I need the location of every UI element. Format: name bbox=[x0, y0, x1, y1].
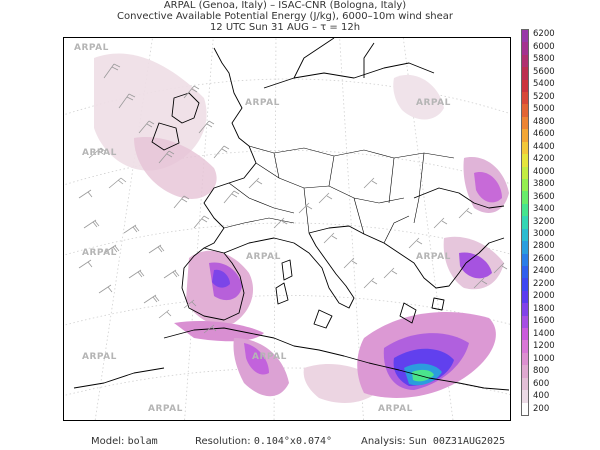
colorbar-tick-label: 5200 bbox=[533, 91, 555, 102]
colorbar-segment bbox=[522, 265, 528, 279]
colorbar-tick-label: 4400 bbox=[533, 141, 555, 152]
header-line-1: ARPAL (Genoa, Italy) – ISAC-CNR (Bologna… bbox=[163, 0, 407, 11]
colorbar-segment bbox=[522, 30, 528, 43]
colorbar-tick-label: 4600 bbox=[533, 129, 555, 140]
colorbar-segment bbox=[522, 191, 528, 204]
colorbar-segment bbox=[522, 328, 528, 341]
footer-resolution: Resolution: 0.104°x0.074° bbox=[195, 436, 332, 447]
watermark-logo: ARPAL bbox=[82, 248, 117, 258]
colorbar-segment bbox=[522, 377, 528, 391]
colorbar-tick-label: 4800 bbox=[533, 116, 555, 127]
cape-shading bbox=[94, 53, 509, 403]
colorbar-segment bbox=[522, 278, 528, 291]
colorbar-tick-label: 1000 bbox=[533, 353, 555, 364]
colorbar-segment bbox=[522, 216, 528, 229]
colorbar-tick-label: 800 bbox=[533, 366, 550, 377]
watermark-logo: ARPAL bbox=[416, 98, 451, 108]
colorbar-segment bbox=[522, 253, 528, 266]
colorbar-segment bbox=[522, 228, 528, 242]
header-line-2: Convective Available Potential Energy (J… bbox=[116, 11, 454, 22]
colorbar-tick-label: 3800 bbox=[533, 179, 555, 190]
watermark-logo: ARPAL bbox=[245, 98, 280, 108]
model-value: bolam bbox=[127, 436, 158, 447]
colorbar-tick-label: 5800 bbox=[533, 54, 555, 65]
colorbar-tick-label: 2000 bbox=[533, 291, 555, 302]
colorbar-tick-label: 2600 bbox=[533, 253, 555, 264]
watermark-logo: ARPAL bbox=[252, 352, 287, 362]
colorbar-tick-label: 2200 bbox=[533, 278, 555, 289]
colorbar-tick-label: 200 bbox=[533, 403, 550, 414]
colorbar-segment bbox=[522, 67, 528, 80]
colorbar-segment bbox=[522, 104, 528, 117]
colorbar-segment bbox=[522, 129, 528, 142]
watermark-logo: ARPAL bbox=[74, 43, 109, 53]
colorbar-tick-label: 3600 bbox=[533, 191, 555, 202]
colorbar-tick-label: 1600 bbox=[533, 316, 555, 327]
colorbar-segment bbox=[522, 365, 528, 378]
colorbar-segment bbox=[522, 178, 528, 192]
colorbar-tick-label: 5000 bbox=[533, 104, 555, 115]
map-header: ARPAL (Genoa, Italy) – ISAC-CNR (Bologna… bbox=[60, 0, 510, 33]
colorbar-segment bbox=[522, 203, 528, 217]
colorbar-tick-label: 3400 bbox=[533, 204, 555, 215]
watermark-logo: ARPAL bbox=[148, 404, 183, 414]
colorbar-segment bbox=[522, 42, 528, 55]
colorbar-segment bbox=[522, 290, 528, 304]
colorbar-tick-label: 5600 bbox=[533, 66, 555, 77]
colorbar-tick-label: 4200 bbox=[533, 154, 555, 165]
colorbar-tick-label: 1800 bbox=[533, 303, 555, 314]
colorbar-tick-label: 3200 bbox=[533, 216, 555, 227]
colorbar-segment bbox=[522, 241, 528, 254]
header-line-3: 12 UTC Sun 31 AUG – τ = 12h bbox=[209, 22, 361, 33]
colorbar-segment bbox=[522, 352, 528, 366]
colorbar-segment bbox=[522, 402, 528, 415]
model-label: Model: bbox=[91, 436, 125, 447]
colorbar-tick-label: 2400 bbox=[533, 266, 555, 277]
colorbar-segment bbox=[522, 340, 528, 353]
colorbar-segment bbox=[522, 79, 528, 93]
colorbar-segment bbox=[522, 116, 528, 130]
colorbar-tick-label: 2800 bbox=[533, 241, 555, 252]
colorbar-tick-label: 600 bbox=[533, 378, 550, 389]
cape-colorbar bbox=[521, 29, 529, 416]
footer-model: Model: bolam bbox=[91, 436, 158, 447]
colorbar-segment bbox=[522, 390, 528, 403]
country-borders bbox=[223, 145, 455, 244]
colorbar-tick-label: 3000 bbox=[533, 228, 555, 239]
watermark-logo: ARPAL bbox=[378, 404, 413, 414]
colorbar-tick-label: 4000 bbox=[533, 166, 555, 177]
footer-analysis: Analysis: Sun 00Z31AUG2025 bbox=[361, 436, 505, 447]
colorbar-segment bbox=[522, 54, 528, 68]
colorbar-tick-label: 5400 bbox=[533, 79, 555, 90]
colorbar-tick-label: 6200 bbox=[533, 29, 555, 40]
colorbar-segment bbox=[522, 303, 528, 316]
watermark-logo: ARPAL bbox=[416, 252, 451, 262]
forecast-map[interactable] bbox=[63, 37, 511, 421]
analysis-label: Analysis: bbox=[361, 436, 406, 447]
watermark-logo: ARPAL bbox=[246, 252, 281, 262]
coastlines bbox=[73, 38, 510, 391]
colorbar-segment bbox=[522, 92, 528, 105]
colorbar-tick-label: 1400 bbox=[533, 328, 555, 339]
analysis-value: Sun 00Z31AUG2025 bbox=[408, 436, 506, 447]
map-canvas bbox=[64, 38, 510, 420]
colorbar-segment bbox=[522, 154, 528, 167]
watermark-logo: ARPAL bbox=[82, 352, 117, 362]
colorbar-segment bbox=[522, 141, 528, 155]
colorbar-tick-label: 6000 bbox=[533, 41, 555, 52]
colorbar-segment bbox=[522, 166, 528, 179]
wind-barbs bbox=[78, 63, 508, 334]
colorbar-segment bbox=[522, 315, 528, 329]
colorbar-tick-label: 1200 bbox=[533, 341, 555, 352]
resolution-value: 0.104°x0.074° bbox=[253, 436, 333, 447]
colorbar-tick-label: 400 bbox=[533, 391, 550, 402]
resolution-label: Resolution: bbox=[195, 436, 251, 447]
watermark-logo: ARPAL bbox=[82, 148, 117, 158]
